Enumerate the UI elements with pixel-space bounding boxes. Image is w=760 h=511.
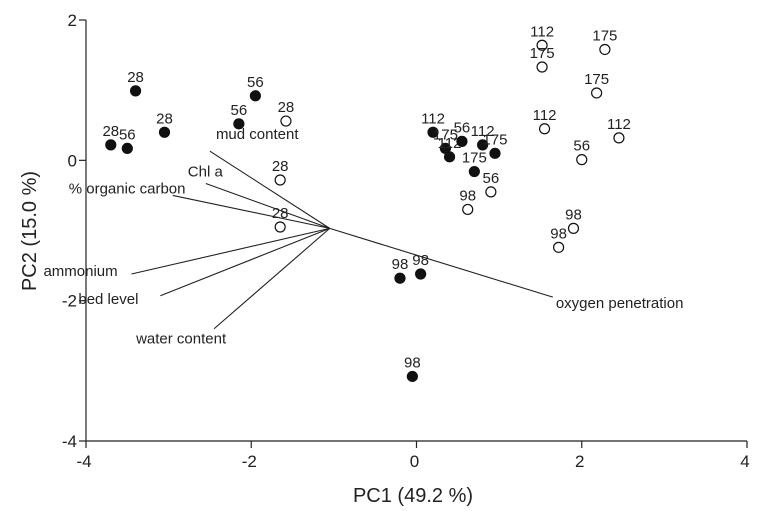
point-label: 112 — [607, 116, 631, 133]
open-point — [485, 186, 497, 198]
point-label: 175 — [592, 27, 617, 44]
filled-point — [105, 139, 117, 151]
filled-point — [233, 118, 245, 130]
point-label: 98 — [565, 206, 582, 223]
point-label: 28 — [278, 99, 295, 116]
vector-label: water content — [135, 331, 227, 348]
point-label: 112 — [471, 123, 495, 140]
filled-point — [456, 135, 468, 147]
point-label: 98 — [459, 187, 476, 204]
filled-point — [468, 165, 480, 178]
open-point — [613, 132, 625, 144]
point-label: 28 — [156, 110, 173, 127]
point-label: 112 — [421, 110, 445, 127]
point-label: 112 — [533, 107, 557, 124]
filled-point — [129, 85, 142, 97]
vector-label: bed level — [78, 291, 138, 308]
x-axis-label: PC1 (49.2 %) — [353, 485, 473, 507]
x-tick-label: 2 — [575, 452, 584, 471]
open-point — [536, 39, 548, 51]
point-label: 28 — [272, 205, 289, 222]
vector-ammonium — [131, 227, 330, 275]
point-label: 98 — [412, 252, 429, 269]
point-label: 56 — [483, 170, 500, 187]
filled-point — [427, 126, 439, 138]
filled-point — [415, 268, 427, 280]
filled-point — [158, 126, 171, 138]
y-axis-label: PC2 (15.0 %) — [19, 171, 41, 291]
point-label: 56 — [119, 126, 136, 143]
vector-mud-content — [209, 150, 331, 229]
point-label: 56 — [454, 119, 471, 136]
vector-label: % organic carbon — [69, 180, 186, 197]
point-label: 112 — [530, 23, 554, 40]
point-label: 175 — [482, 131, 507, 148]
vector-bed-level — [160, 227, 330, 297]
open-point — [591, 87, 603, 99]
point-label: 28 — [127, 69, 144, 86]
filled-point — [443, 151, 456, 163]
filled-point — [394, 272, 406, 284]
open-point — [576, 154, 588, 166]
point-label: 175 — [462, 150, 487, 167]
vector-layer: mud content Chl a% organic carbon ammonium… — [43, 126, 683, 348]
open-point — [567, 222, 580, 234]
point-label: 28 — [102, 123, 119, 140]
vector-label: Chl a — [188, 163, 224, 180]
point-label: 98 — [550, 225, 567, 242]
open-point — [462, 203, 474, 216]
vector-water-content — [213, 227, 331, 330]
open-point — [274, 221, 286, 233]
filled-point — [249, 90, 261, 102]
vector-chl-a — [205, 182, 330, 229]
point-label: 28 — [272, 158, 289, 175]
point-label: 56 — [231, 102, 248, 119]
filled-point — [406, 370, 418, 383]
open-point — [553, 241, 565, 253]
vector-label: oxygen penetration — [556, 295, 684, 312]
x-tick-label: 0 — [410, 452, 419, 471]
axes: -4 -2 0 2 4 2 0 -2 -4 — [62, 11, 750, 471]
point-label: 112 — [438, 135, 462, 152]
point-label: 175 — [584, 71, 609, 88]
y-tick-label: -2 — [62, 292, 77, 311]
y-tick-label: 2 — [68, 11, 77, 30]
vector-oxygen-penetration — [329, 227, 553, 298]
point-label: 175 — [433, 126, 458, 143]
vector--organic-carbon — [172, 194, 330, 229]
open-point — [280, 115, 292, 127]
filled-point — [121, 142, 133, 155]
open-point — [599, 43, 611, 56]
x-tick-label: -2 — [242, 452, 257, 471]
open-point — [536, 61, 548, 73]
point-label: 175 — [530, 45, 555, 62]
x-tick-label: 4 — [740, 452, 749, 471]
vector-label: ammonium — [43, 263, 117, 280]
y-tick-label: -4 — [62, 432, 77, 451]
point-label: 98 — [392, 256, 409, 273]
y-tick-label: 0 — [68, 151, 77, 170]
open-point — [538, 123, 551, 135]
vector-label: mud content — [216, 126, 299, 143]
x-tick-label: -4 — [76, 452, 91, 471]
filled-point — [477, 139, 489, 151]
point-label: 98 — [404, 354, 421, 371]
open-point — [274, 174, 286, 186]
point-label: 56 — [573, 138, 590, 155]
point-label: 56 — [247, 74, 264, 91]
filled-point — [489, 147, 501, 159]
